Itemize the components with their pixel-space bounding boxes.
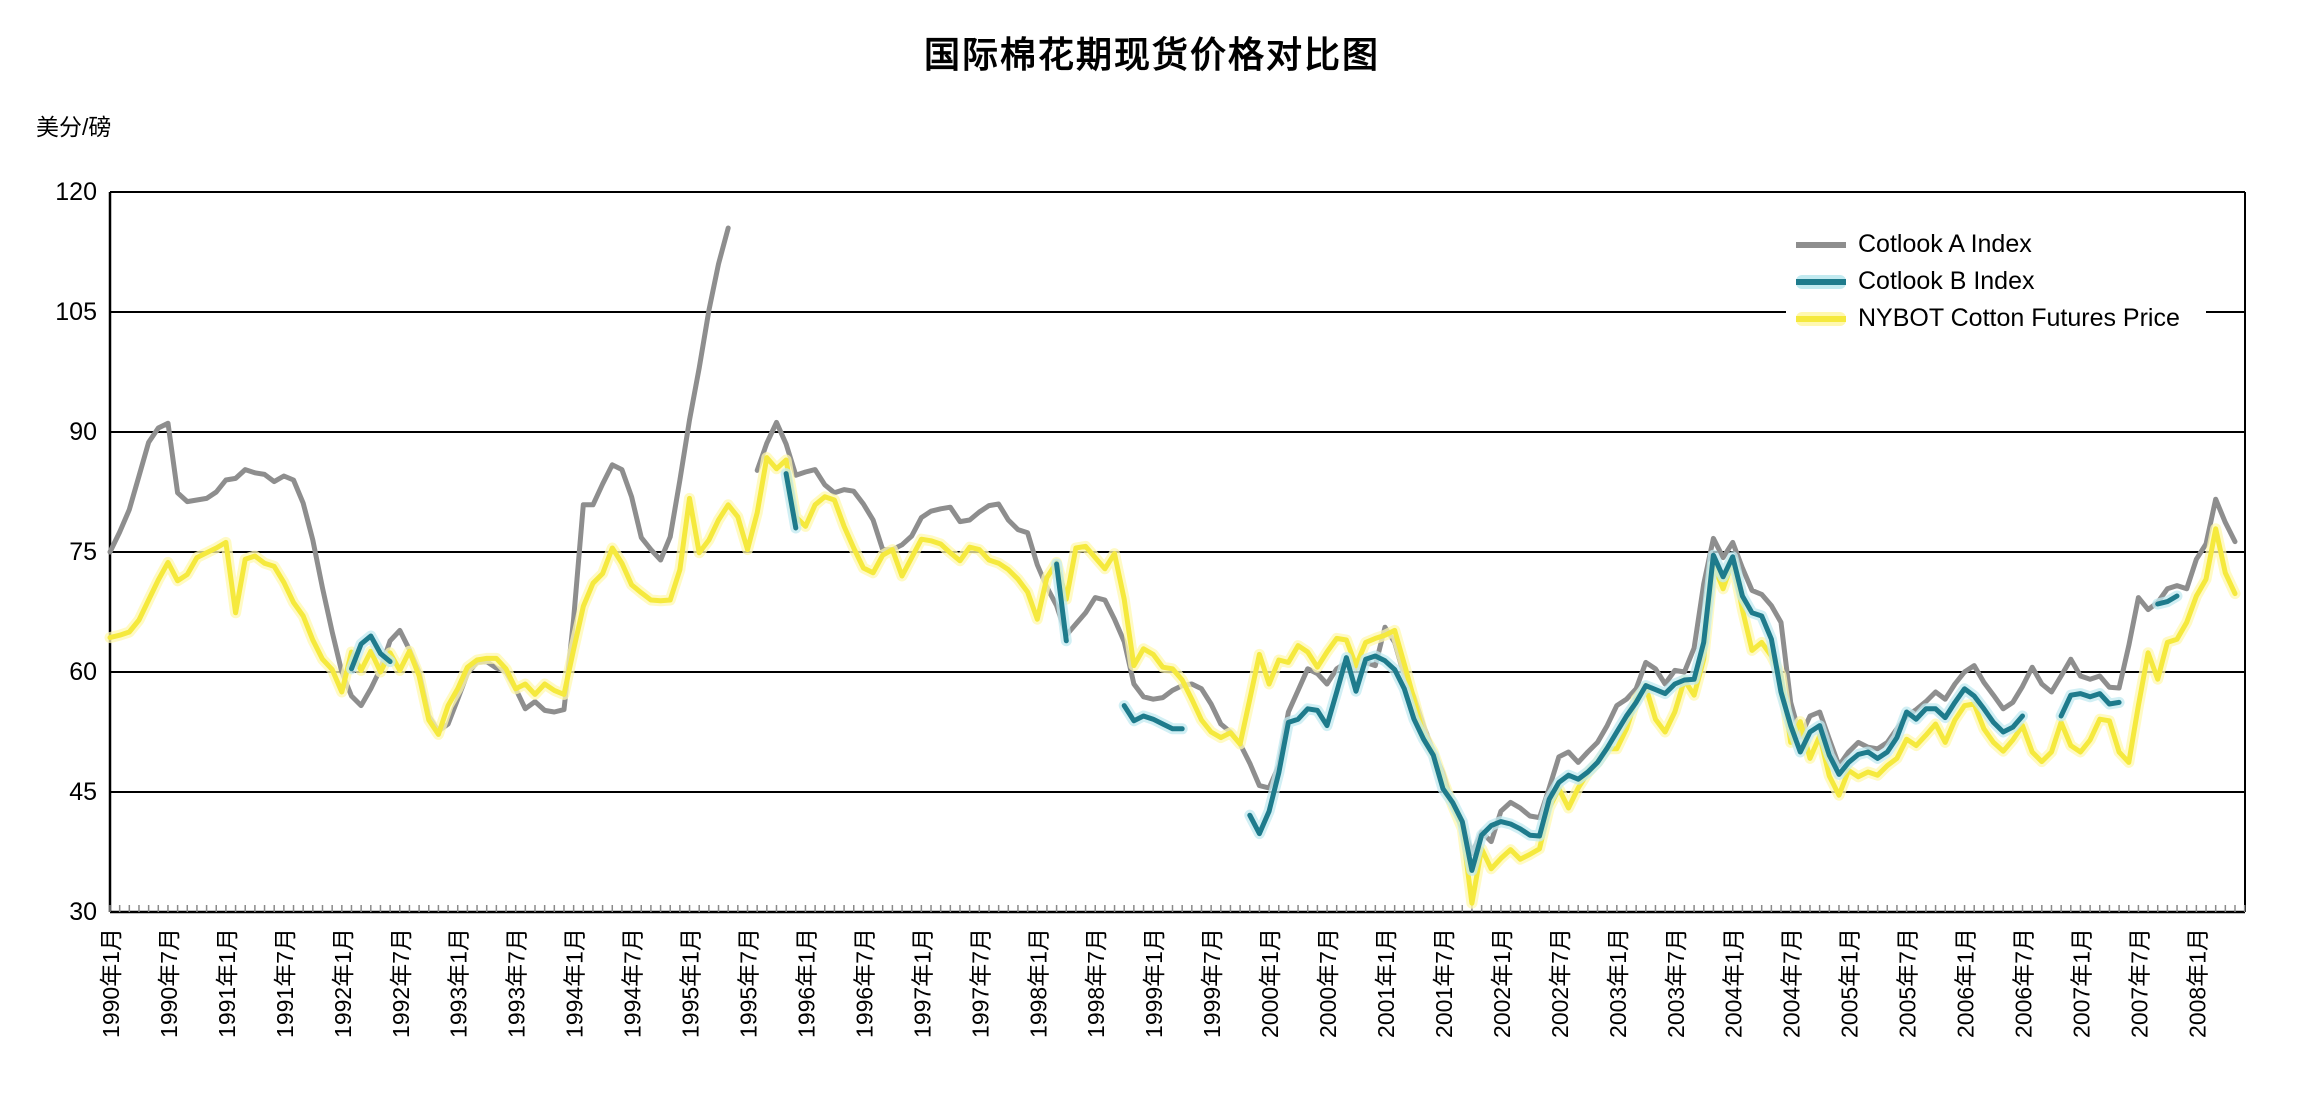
x-axis-tick-label: 1993年1月 (446, 928, 472, 1038)
x-axis-tick-label: 1994年1月 (562, 928, 588, 1038)
x-axis-tick-label: 2003年7月 (1663, 928, 1689, 1038)
y-axis-tick-label: 45 (69, 778, 97, 806)
x-axis-tick-label: 1997年1月 (909, 928, 935, 1038)
legend-swatch-cotlook-b (1796, 274, 1846, 289)
x-axis-tick-label: 2006年1月 (1953, 928, 1979, 1038)
x-axis-tick-label: 1998年7月 (1083, 928, 1109, 1038)
x-axis-tick-label: 2008年1月 (2184, 928, 2210, 1038)
y-axis-tick-label: 120 (55, 178, 97, 206)
y-axis-tick-label: 60 (69, 658, 97, 686)
y-axis-tick-label: 30 (69, 898, 97, 926)
x-axis-tick-label: 1996年1月 (793, 928, 819, 1038)
x-axis-tick-label: 2000年7月 (1315, 928, 1341, 1038)
x-axis-labels: 1990年1月 1990年7月 1991年1月 1991年7月 1992年1月 1992年… (98, 928, 2210, 1038)
legend-item-cotlook-a: Cotlook A Index (1786, 226, 2206, 263)
y-axis-tick-label: 105 (55, 298, 97, 326)
x-axis-tick-label: 2005年1月 (1837, 928, 1863, 1038)
y-axis-tick-label: 90 (69, 418, 97, 446)
x-axis-tick-label: 1998年1月 (1025, 928, 1051, 1038)
y-axis-labels: 120 105 90 75 60 45 30 (55, 178, 97, 926)
x-axis-tick-label: 1999年7月 (1199, 928, 1225, 1038)
x-axis-ticks (109, 905, 2246, 912)
x-axis-tick-label: 2003年1月 (1605, 928, 1631, 1038)
chart-title: 国际棉花期现货价格对比图 (923, 34, 1380, 75)
x-axis-tick-label: 1992年1月 (330, 928, 356, 1038)
x-axis-tick-label: 2002年7月 (1547, 928, 1573, 1038)
x-axis-tick-label: 1995年7月 (736, 928, 762, 1038)
legend-label: Cotlook B Index (1858, 267, 2035, 295)
x-axis-tick-label: 1992年7月 (388, 928, 414, 1038)
legend-label: NYBOT Cotton Futures Price (1858, 304, 2180, 332)
series-lines (104, 225, 2241, 909)
x-axis-tick-label: 1994年7月 (620, 928, 646, 1038)
x-axis-tick-label: 2004年1月 (1721, 928, 1747, 1038)
x-axis-tick-label: 2002年1月 (1489, 928, 1515, 1038)
legend: Cotlook A Index Cotlook B Index NYBOT Co… (1786, 222, 2206, 341)
x-axis-tick-label: 2005年7月 (1895, 928, 1921, 1038)
x-axis-tick-label: 1990年7月 (156, 928, 182, 1038)
series-halo-nybot-cotton-futures-price (104, 452, 2241, 909)
series-line-cotlook-b-index (349, 471, 2180, 873)
x-axis-tick-label: 1991年7月 (272, 928, 298, 1038)
x-axis-tick-label: 2000年1月 (1257, 928, 1283, 1038)
x-axis-tick-label: 1993年7月 (504, 928, 530, 1038)
legend-label: Cotlook A Index (1858, 230, 2032, 258)
x-axis-tick-label: 1999年1月 (1141, 928, 1167, 1038)
legend-swatch-cotlook-a (1796, 241, 1846, 248)
legend-item-nybot: NYBOT Cotton Futures Price (1786, 300, 2206, 337)
x-axis-tick-label: 2001年1月 (1373, 928, 1399, 1038)
x-axis-tick-label: 1990年1月 (98, 928, 124, 1038)
legend-item-cotlook-b: Cotlook B Index (1786, 263, 2206, 300)
x-axis-tick-label: 1991年1月 (214, 928, 240, 1038)
x-axis-tick-label: 1995年1月 (678, 928, 704, 1038)
x-axis-tick-label: 2006年7月 (2011, 928, 2037, 1038)
series-line-nybot-cotton-futures-price (107, 455, 2238, 906)
legend-swatch-nybot (1796, 311, 1846, 326)
x-axis-tick-label: 2001年7月 (1431, 928, 1457, 1038)
x-axis-tick-label: 1996年7月 (851, 928, 877, 1038)
y-axis-unit-label: 美分/磅 (36, 114, 112, 140)
x-axis-tick-label: 2004年7月 (1779, 928, 1805, 1038)
x-axis-tick-label: 2007年7月 (2126, 928, 2152, 1038)
x-axis-tick-label: 2007年1月 (2068, 928, 2094, 1038)
y-axis-tick-label: 75 (69, 538, 97, 566)
x-axis-tick-label: 1997年7月 (967, 928, 993, 1038)
